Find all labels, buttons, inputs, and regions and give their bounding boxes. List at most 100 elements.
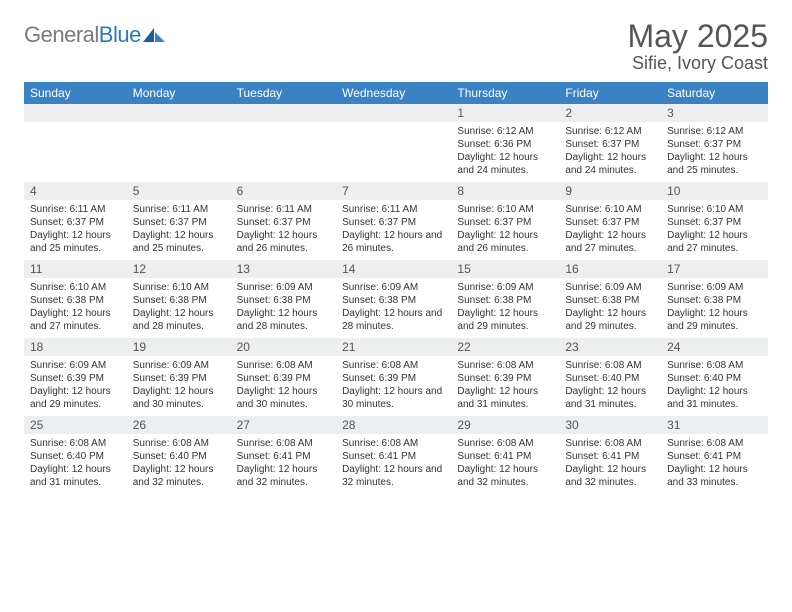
daylight-line: Daylight: 12 hours and 28 minutes. bbox=[342, 307, 445, 333]
sunrise-line: Sunrise: 6:08 AM bbox=[667, 359, 762, 372]
daylight-label: Daylight: bbox=[667, 230, 709, 241]
sunrise-line: Sunrise: 6:09 AM bbox=[133, 359, 225, 372]
sunrise-line: Sunrise: 6:08 AM bbox=[237, 359, 330, 372]
sunrise-label: Sunrise: bbox=[667, 438, 706, 449]
day-content-cell: Sunrise: 6:12 AMSunset: 6:37 PMDaylight:… bbox=[559, 122, 661, 182]
sunset-label: Sunset: bbox=[30, 217, 67, 228]
day-content-cell: Sunrise: 6:08 AMSunset: 6:39 PMDaylight:… bbox=[451, 356, 559, 416]
sunset-label: Sunset: bbox=[30, 451, 67, 462]
day-number-cell: 16 bbox=[559, 260, 661, 278]
day-number-cell: 30 bbox=[559, 416, 661, 434]
day-number-cell: 31 bbox=[661, 416, 768, 434]
daylight-label: Daylight: bbox=[565, 464, 607, 475]
sunrise-line: Sunrise: 6:08 AM bbox=[457, 359, 553, 372]
day-number-cell: 21 bbox=[336, 338, 451, 356]
sunset-value: 6:37 PM bbox=[602, 139, 639, 150]
sunset-line: Sunset: 6:38 PM bbox=[237, 294, 330, 307]
sunrise-label: Sunrise: bbox=[237, 438, 276, 449]
day-number-row: 45678910 bbox=[24, 182, 768, 200]
sunrise-line: Sunrise: 6:10 AM bbox=[30, 281, 121, 294]
day-number: 25 bbox=[30, 418, 43, 432]
sunrise-label: Sunrise: bbox=[667, 282, 706, 293]
day-number: 30 bbox=[565, 418, 578, 432]
sunrise-value: 6:10 AM bbox=[172, 282, 209, 293]
sunrise-label: Sunrise: bbox=[565, 360, 604, 371]
sunset-label: Sunset: bbox=[457, 295, 494, 306]
daylight-label: Daylight: bbox=[667, 308, 709, 319]
day-number: 23 bbox=[565, 340, 578, 354]
daylight-label: Daylight: bbox=[565, 152, 607, 163]
daylight-line: Daylight: 12 hours and 30 minutes. bbox=[342, 385, 445, 411]
logo-word-2: Blue bbox=[99, 22, 141, 47]
sunset-value: 6:38 PM bbox=[67, 295, 104, 306]
sunrise-line: Sunrise: 6:12 AM bbox=[457, 125, 553, 138]
sunset-value: 6:38 PM bbox=[379, 295, 416, 306]
sunrise-label: Sunrise: bbox=[342, 282, 381, 293]
sunset-value: 6:38 PM bbox=[273, 295, 310, 306]
sunset-label: Sunset: bbox=[457, 139, 494, 150]
sunrise-label: Sunrise: bbox=[565, 126, 604, 137]
day-number-cell: 1 bbox=[451, 104, 559, 122]
sunrise-value: 6:12 AM bbox=[605, 126, 642, 137]
daylight-label: Daylight: bbox=[237, 230, 279, 241]
sunset-value: 6:38 PM bbox=[704, 295, 741, 306]
day-number: 24 bbox=[667, 340, 680, 354]
sunset-line: Sunset: 6:39 PM bbox=[342, 372, 445, 385]
sunset-line: Sunset: 6:41 PM bbox=[342, 450, 445, 463]
sunrise-line: Sunrise: 6:12 AM bbox=[667, 125, 762, 138]
day-content-cell: Sunrise: 6:08 AMSunset: 6:41 PMDaylight:… bbox=[231, 434, 336, 494]
sunset-value: 6:37 PM bbox=[704, 217, 741, 228]
day-number-cell: 24 bbox=[661, 338, 768, 356]
sunset-label: Sunset: bbox=[565, 295, 602, 306]
weekday-header: Tuesday bbox=[231, 82, 336, 104]
sunrise-line: Sunrise: 6:09 AM bbox=[565, 281, 655, 294]
day-number-cell bbox=[24, 104, 127, 122]
day-content-cell: Sunrise: 6:08 AMSunset: 6:39 PMDaylight:… bbox=[231, 356, 336, 416]
day-number-cell: 19 bbox=[127, 338, 231, 356]
daylight-line: Daylight: 12 hours and 29 minutes. bbox=[565, 307, 655, 333]
sunset-value: 6:41 PM bbox=[704, 451, 741, 462]
daylight-line: Daylight: 12 hours and 29 minutes. bbox=[30, 385, 121, 411]
sunset-value: 6:37 PM bbox=[494, 217, 531, 228]
sunset-value: 6:39 PM bbox=[379, 373, 416, 384]
daylight-line: Daylight: 12 hours and 31 minutes. bbox=[30, 463, 121, 489]
sunrise-value: 6:09 AM bbox=[172, 360, 209, 371]
sunset-value: 6:39 PM bbox=[273, 373, 310, 384]
day-number: 2 bbox=[565, 106, 572, 120]
day-content-cell: Sunrise: 6:10 AMSunset: 6:38 PMDaylight:… bbox=[127, 278, 231, 338]
day-number: 26 bbox=[133, 418, 146, 432]
sunset-line: Sunset: 6:37 PM bbox=[565, 138, 655, 151]
day-number-cell: 20 bbox=[231, 338, 336, 356]
sunset-line: Sunset: 6:41 PM bbox=[667, 450, 762, 463]
daylight-label: Daylight: bbox=[457, 230, 499, 241]
day-number: 29 bbox=[457, 418, 470, 432]
day-number: 27 bbox=[237, 418, 250, 432]
sunset-line: Sunset: 6:39 PM bbox=[457, 372, 553, 385]
sunset-value: 6:37 PM bbox=[169, 217, 206, 228]
sunrise-value: 6:10 AM bbox=[605, 204, 642, 215]
day-content-cell: Sunrise: 6:08 AMSunset: 6:41 PMDaylight:… bbox=[451, 434, 559, 494]
day-content-row: Sunrise: 6:10 AMSunset: 6:38 PMDaylight:… bbox=[24, 278, 768, 338]
sunset-line: Sunset: 6:39 PM bbox=[237, 372, 330, 385]
daylight-label: Daylight: bbox=[457, 308, 499, 319]
location-subtitle: Sifie, Ivory Coast bbox=[627, 53, 768, 74]
sunset-line: Sunset: 6:37 PM bbox=[565, 216, 655, 229]
day-content-cell: Sunrise: 6:09 AMSunset: 6:38 PMDaylight:… bbox=[661, 278, 768, 338]
daylight-label: Daylight: bbox=[457, 386, 499, 397]
daylight-label: Daylight: bbox=[457, 464, 499, 475]
sunset-line: Sunset: 6:37 PM bbox=[342, 216, 445, 229]
sunrise-value: 6:11 AM bbox=[172, 204, 208, 215]
daylight-line: Daylight: 12 hours and 26 minutes. bbox=[457, 229, 553, 255]
sunset-label: Sunset: bbox=[565, 373, 602, 384]
day-content-row: Sunrise: 6:11 AMSunset: 6:37 PMDaylight:… bbox=[24, 200, 768, 260]
sunrise-label: Sunrise: bbox=[565, 438, 604, 449]
day-number: 8 bbox=[457, 184, 464, 198]
sunset-line: Sunset: 6:38 PM bbox=[667, 294, 762, 307]
sunset-line: Sunset: 6:37 PM bbox=[237, 216, 330, 229]
page-header: GeneralBlue May 2025 Sifie, Ivory Coast bbox=[24, 18, 768, 74]
day-number-cell: 29 bbox=[451, 416, 559, 434]
sunset-label: Sunset: bbox=[667, 139, 704, 150]
day-number-row: 11121314151617 bbox=[24, 260, 768, 278]
day-number-row: 18192021222324 bbox=[24, 338, 768, 356]
sunset-value: 6:40 PM bbox=[602, 373, 639, 384]
